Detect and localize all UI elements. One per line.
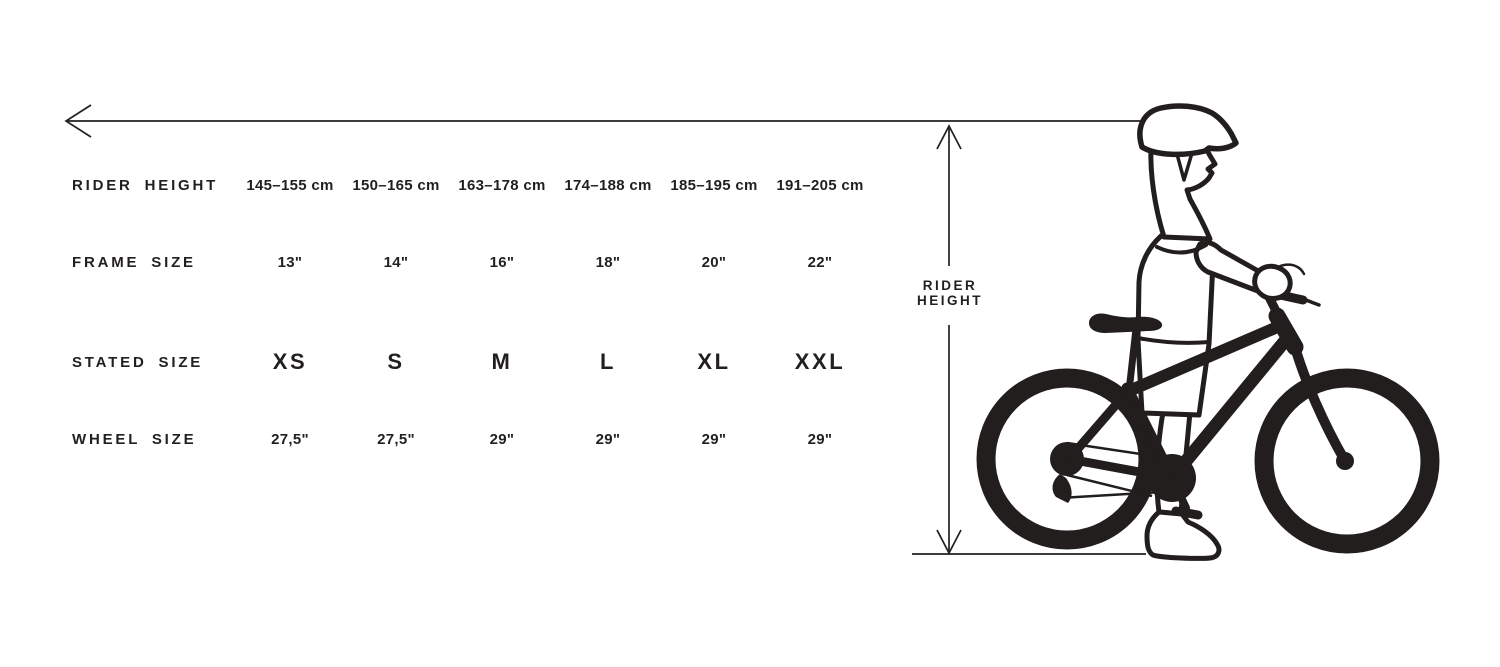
wheel-size-value: 29" [701,431,727,448]
crank-arm [1168,474,1190,512]
arrowhead-up-icon [936,124,962,150]
wheel-size-value: 27,5" [377,431,415,448]
rider-illustration [1135,103,1266,561]
arrowhead-down-icon [936,529,962,555]
rider-height-value: 185–195 cm [670,177,758,194]
stated-size-value: L [599,349,617,374]
sleeve-hem-line [1155,243,1208,255]
rider-height-value: 191–205 cm [776,177,864,194]
rider-shoe [1144,509,1222,561]
stated-size-value: XS [272,349,308,374]
wheel-size-value: 29" [489,431,515,448]
stated-size-value: M [491,349,513,374]
arrowhead-left-icon [64,104,92,138]
row-label-frame-size: FRAME SIZE [72,254,196,271]
rear-wheel [976,368,1158,550]
frame-size-value: 18" [595,254,621,271]
seat-stay [1064,387,1132,464]
rider-height-value: 145–155 cm [246,177,334,194]
helmet-strap [1175,151,1194,182]
shirt-hem-line [1136,336,1211,345]
row-label-wheel-size: WHEEL SIZE [72,431,197,448]
helmet-icon [1137,103,1239,158]
frame-size-value: 13" [277,254,303,271]
seat-post [1125,325,1140,395]
row-label-stated-size: STATED SIZE [72,354,204,371]
frame-size-value: 22" [807,254,833,271]
saddle [1089,313,1163,333]
row-label-rider-height: RIDER HEIGHT [72,177,219,194]
pedal [1171,506,1203,520]
fork [1289,339,1349,464]
brake-lever [1296,295,1321,307]
wheel-size-value: 27,5" [271,431,309,448]
rider-head-neck [1148,144,1218,242]
rider-height-label-line2: HEIGHT [916,293,983,308]
frame-size-value: 16" [489,254,515,271]
down-tube [1165,329,1296,485]
top-tube [1116,319,1288,400]
rider-height-value: 150–165 cm [352,177,440,194]
stated-size-value: XXL [794,349,846,374]
rider-height-value: 174–188 cm [564,177,652,194]
rear-derailleur [1052,474,1072,503]
wheel-size-value: 29" [595,431,621,448]
stated-size-value: XL [697,349,731,374]
rider-height-measurement-label: RIDER HEIGHT [902,278,998,308]
rider-height-label-line1: RIDER [922,278,978,293]
frame-size-value: 14" [383,254,409,271]
rider-height-value: 163–178 cm [458,177,546,194]
measurement-arrows [64,104,1146,555]
bike-parts [1089,313,1203,520]
bike-wheels [976,368,1440,554]
stated-size-value: S [387,349,405,374]
front-wheel [1254,368,1440,554]
wheel-size-value: 29" [807,431,833,448]
frame-size-value: 20" [701,254,727,271]
rider-hand [1252,263,1293,301]
